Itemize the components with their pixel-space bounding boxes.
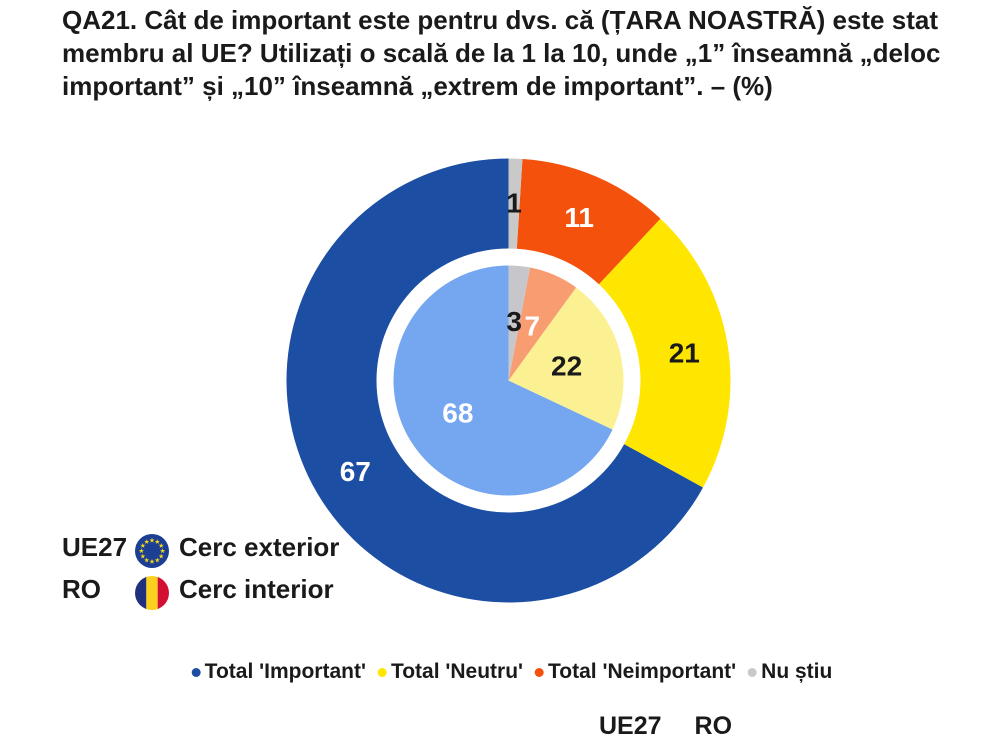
outer-segment-total-neutru [598, 218, 731, 488]
legend-item-neimportant: Total 'Neimportant' [535, 660, 736, 684]
category-legend: Total 'Important' Total 'Neutru' Total '… [191, 660, 832, 684]
outer-value-total-neutru: 21 [669, 338, 700, 369]
ring-legend-desc-outer: Cerc exterior [179, 531, 340, 562]
outer-segment-total-important [286, 158, 704, 603]
eu-star-2 [154, 539, 160, 544]
eu-star-7 [149, 558, 155, 564]
outer-value-total-neimportant: 11 [564, 202, 594, 233]
ro-stripe-red [157, 576, 169, 610]
eu-star-3 [158, 543, 164, 548]
legend-dot-neutru [377, 667, 387, 677]
eu-star-1 [149, 537, 155, 543]
eu-star-4 [160, 548, 166, 554]
inner-segment-total-important [393, 265, 613, 496]
legend-dot-nu-stiu [748, 667, 758, 677]
ro-flag-icon [135, 576, 169, 610]
outer-segment-nu-tiu [508, 158, 523, 249]
inner-segment-total-neimportant [508, 267, 577, 381]
eu-star-11 [140, 543, 146, 548]
ring-legend-row-ue27: UE27 Cerc exterior [62, 528, 340, 568]
ring-legend-name-ro: RO [62, 573, 101, 604]
eu-star-9 [140, 553, 146, 559]
eu-star-8 [144, 557, 150, 563]
outer-segment-total-neimportant [516, 158, 661, 285]
chart-title: QA21. Cât de important este pentru dvs. … [62, 5, 941, 101]
inner-value-total-neutru: 22 [551, 351, 582, 382]
ring-legend-desc-inner: Cerc interior [179, 573, 334, 604]
legend-item-important: Total 'Important' [191, 660, 366, 684]
legend-item-neutru: Total 'Neutru' [377, 660, 524, 684]
ring-legend-name-ue27: UE27 [62, 531, 128, 562]
eu-flag-icon [135, 534, 169, 568]
inner-segment-total-neutru [508, 287, 624, 430]
inner-value-total-important: 68 [442, 398, 473, 429]
outer-value-total-important: 67 [340, 456, 371, 487]
eu-star-6 [154, 557, 160, 563]
legend-label-nu-stiu: Nu știu [761, 660, 833, 683]
inner-value-total-neimportant: 7 [525, 311, 541, 342]
inner-segment-nu-tiu [508, 265, 531, 381]
outer-value-nu-tiu: 1 [506, 188, 522, 219]
footer-col-ro: RO [694, 712, 733, 740]
ro-stripe-blue [135, 576, 147, 610]
ring-legend-row-ro: RO Cerc interior [62, 570, 339, 610]
legend-item-nu-stiu: Nu știu [748, 660, 832, 684]
ro-stripe-yellow [146, 576, 158, 610]
eu-flag-circle [135, 534, 169, 568]
eu-star-10 [138, 548, 144, 554]
ring-legend: UE27 Cerc exterior RO Cerc interior [62, 528, 339, 612]
legend-dot-important [191, 667, 201, 677]
inner-value-nu-tiu: 3 [506, 306, 522, 337]
legend-label-neutru: Total 'Neutru' [390, 660, 524, 683]
legend-dot-neimportant [535, 667, 545, 677]
legend-label-important: Total 'Important' [204, 660, 366, 683]
eu-star-5 [158, 553, 164, 559]
legend-label-neimportant: Total 'Neimportant' [548, 660, 737, 683]
eu-star-12 [144, 539, 150, 544]
footer-col-ue27: UE27 [599, 712, 662, 740]
footer-columns: UE27 RO [599, 712, 732, 741]
